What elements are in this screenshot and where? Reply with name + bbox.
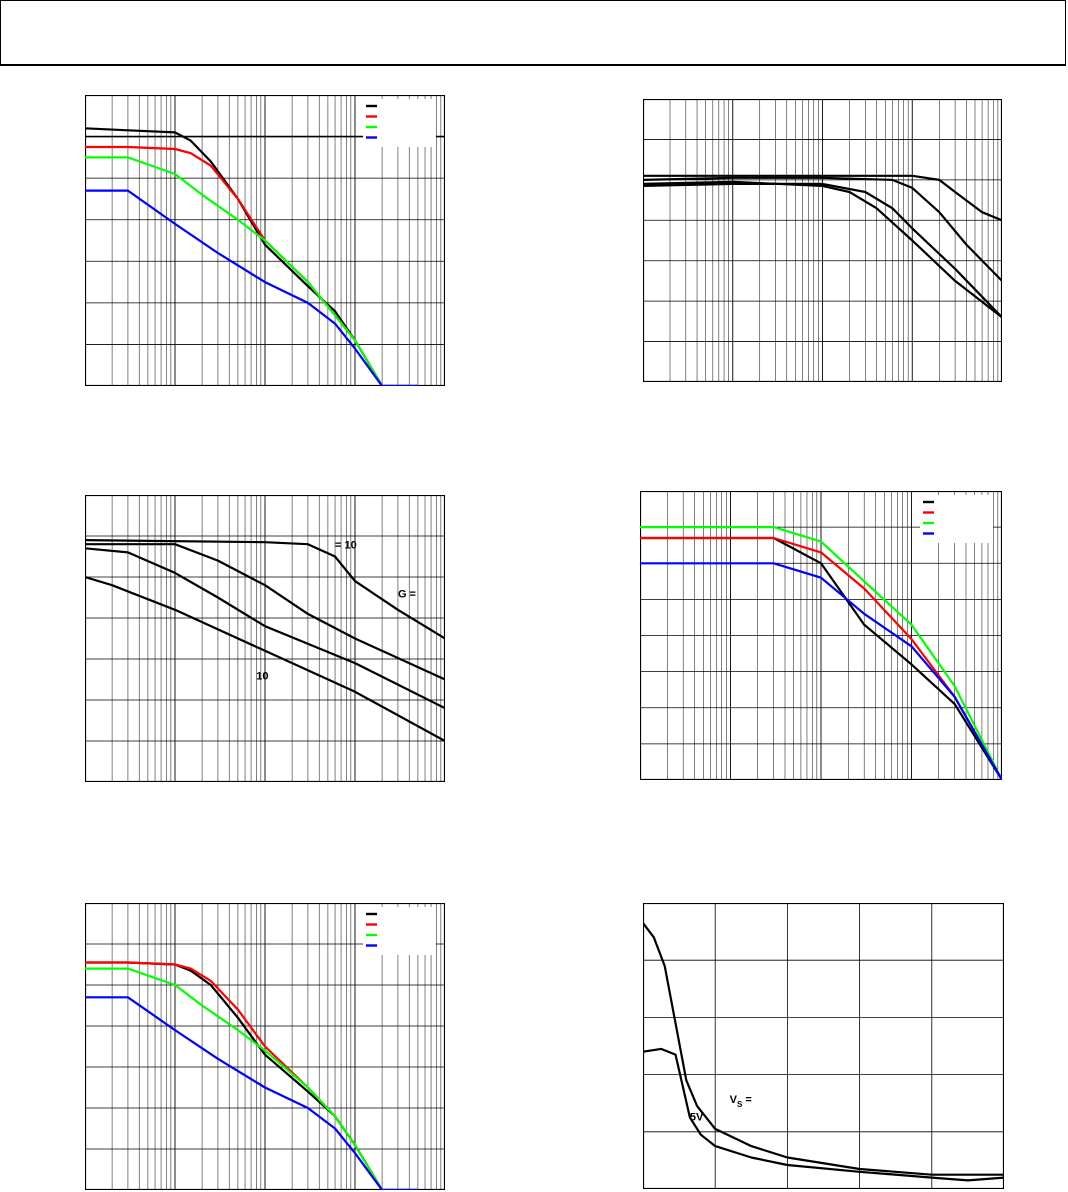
series-line-1 xyxy=(85,539,445,640)
series-line-4 xyxy=(85,996,418,1190)
series-line-3 xyxy=(640,525,1002,780)
plot-frame xyxy=(85,95,445,386)
plot-frame xyxy=(643,99,1002,382)
series-line-1 xyxy=(643,922,1004,1176)
grid xyxy=(85,495,445,782)
plot-frame xyxy=(85,903,445,1190)
grid xyxy=(640,491,1002,780)
series-line-2 xyxy=(643,176,1002,282)
annotation-label: 10 xyxy=(256,671,268,683)
chart-2 xyxy=(643,99,1002,382)
series-line-3 xyxy=(643,182,1002,319)
series-line-1 xyxy=(85,961,418,1190)
chart-1 xyxy=(85,95,445,386)
annotation-subscript: S xyxy=(737,1100,743,1109)
chart-5 xyxy=(85,903,445,1190)
annotation-label: VS = xyxy=(730,1094,752,1109)
plot-frame xyxy=(640,491,1002,780)
series-line-2 xyxy=(85,145,418,386)
annotation-label: G = xyxy=(398,589,416,601)
grid xyxy=(643,99,1002,382)
chart-4 xyxy=(640,491,1002,780)
series-line-3 xyxy=(85,547,445,710)
plot-frame xyxy=(643,903,1004,1189)
legend xyxy=(920,495,993,543)
series-line-4 xyxy=(643,180,1002,319)
series-line-4 xyxy=(85,575,445,742)
legend xyxy=(363,907,436,955)
series-line-2 xyxy=(643,1047,1004,1182)
series-line-4 xyxy=(85,189,418,386)
annotation-label: = 10 xyxy=(335,539,357,551)
series-line-1 xyxy=(643,174,1002,222)
series-line-2 xyxy=(85,543,445,681)
chart-3: = 10 G = 10 xyxy=(85,495,445,782)
page-header-box xyxy=(0,0,1066,66)
grid xyxy=(643,903,1004,1189)
series-line-4 xyxy=(640,562,1002,780)
annotation-suffix: = xyxy=(742,1094,751,1106)
chart-6: VS = 5V xyxy=(643,903,1004,1189)
legend xyxy=(363,99,436,147)
series-line-1 xyxy=(85,127,418,386)
series-line-3 xyxy=(85,156,418,386)
series-line-2 xyxy=(85,961,418,1190)
annotation-label: 5V xyxy=(690,1111,704,1123)
series-line-3 xyxy=(85,967,418,1190)
